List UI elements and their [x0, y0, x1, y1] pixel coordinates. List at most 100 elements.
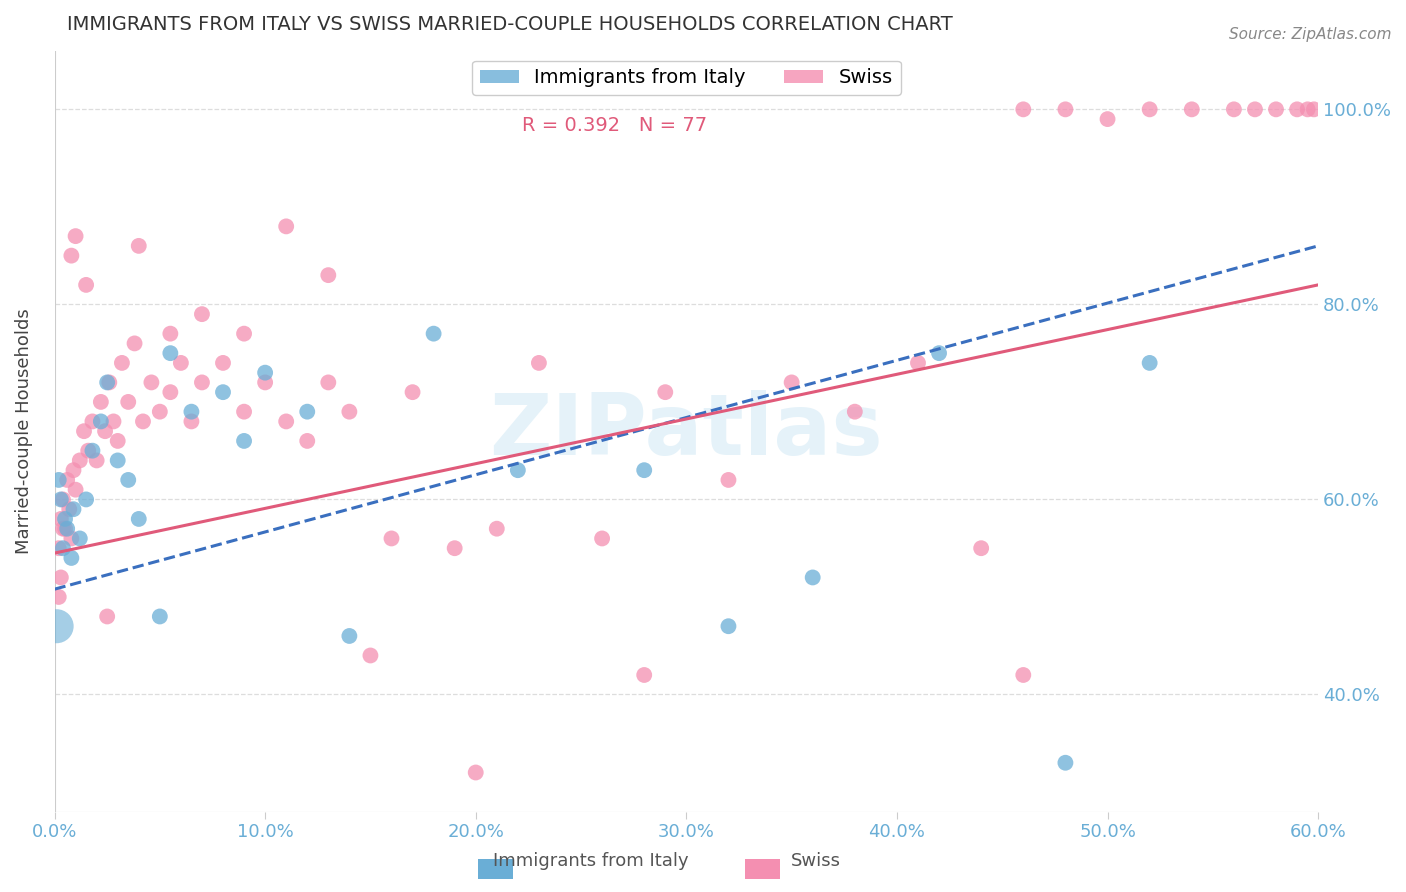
- Point: [124, 336, 146, 351]
- Text: Immigrants from Italy: Immigrants from Italy: [492, 852, 689, 870]
- Point: [49, 570, 72, 584]
- Point: [1296, 103, 1319, 117]
- Point: [506, 463, 529, 477]
- Point: [117, 395, 139, 409]
- Point: [77, 443, 100, 458]
- Point: [1286, 103, 1309, 117]
- Text: R = 0.392   N = 77: R = 0.392 N = 77: [522, 116, 707, 135]
- Point: [1139, 103, 1161, 117]
- Point: [56, 473, 79, 487]
- Point: [159, 385, 181, 400]
- Point: [464, 765, 486, 780]
- Point: [149, 609, 172, 624]
- Point: [60, 551, 83, 566]
- Point: [49, 492, 72, 507]
- Point: [73, 424, 96, 438]
- Point: [96, 376, 118, 390]
- Legend: Immigrants from Italy, Swiss: Immigrants from Italy, Swiss: [472, 61, 901, 95]
- Point: [380, 532, 402, 546]
- Point: [69, 532, 91, 546]
- Point: [90, 395, 112, 409]
- Point: [82, 443, 104, 458]
- Point: [717, 473, 740, 487]
- Point: [212, 356, 235, 370]
- Point: [48, 473, 70, 487]
- Point: [86, 453, 108, 467]
- Point: [359, 648, 381, 663]
- Point: [1139, 356, 1161, 370]
- Point: [801, 570, 824, 584]
- Point: [107, 453, 129, 467]
- Point: [1223, 103, 1246, 117]
- Point: [111, 356, 134, 370]
- Point: [422, 326, 444, 341]
- Point: [443, 541, 465, 556]
- Point: [117, 473, 139, 487]
- Point: [94, 424, 117, 438]
- Point: [1012, 668, 1035, 682]
- Point: [180, 405, 202, 419]
- Point: [62, 463, 84, 477]
- Text: IMMIGRANTS FROM ITALY VS SWISS MARRIED-COUPLE HOUSEHOLDS CORRELATION CHART: IMMIGRANTS FROM ITALY VS SWISS MARRIED-C…: [67, 15, 953, 34]
- Point: [65, 483, 87, 497]
- Point: [233, 434, 256, 448]
- Point: [96, 609, 118, 624]
- Text: ZIPatlas: ZIPatlas: [489, 390, 883, 473]
- Point: [62, 502, 84, 516]
- Text: Swiss: Swiss: [790, 852, 841, 870]
- Point: [1012, 103, 1035, 117]
- Point: [58, 502, 80, 516]
- Point: [233, 405, 256, 419]
- Point: [60, 249, 83, 263]
- Point: [53, 512, 76, 526]
- Point: [1303, 103, 1326, 117]
- Point: [591, 532, 613, 546]
- Point: [56, 522, 79, 536]
- Y-axis label: Married-couple Households: Married-couple Households: [15, 309, 32, 554]
- Point: [159, 326, 181, 341]
- Point: [276, 414, 298, 428]
- Point: [928, 346, 950, 360]
- Point: [75, 492, 97, 507]
- Point: [128, 239, 150, 253]
- Point: [254, 366, 277, 380]
- Point: [297, 405, 319, 419]
- Point: [52, 522, 75, 536]
- Point: [654, 385, 676, 400]
- Text: R = 0.364   N = 31: R = 0.364 N = 31: [522, 74, 707, 93]
- Point: [65, 229, 87, 244]
- Point: [170, 356, 193, 370]
- Point: [1054, 103, 1077, 117]
- Point: [159, 346, 181, 360]
- Point: [52, 492, 75, 507]
- Point: [180, 414, 202, 428]
- Point: [107, 434, 129, 448]
- Point: [337, 405, 360, 419]
- Point: [780, 376, 803, 390]
- Point: [633, 463, 655, 477]
- Point: [191, 376, 214, 390]
- Point: [69, 453, 91, 467]
- Text: Source: ZipAtlas.com: Source: ZipAtlas.com: [1229, 27, 1392, 42]
- Point: [98, 376, 121, 390]
- Point: [90, 414, 112, 428]
- Point: [276, 219, 298, 234]
- Point: [844, 405, 866, 419]
- Point: [212, 385, 235, 400]
- Point: [75, 277, 97, 292]
- Point: [128, 512, 150, 526]
- Point: [337, 629, 360, 643]
- Point: [82, 414, 104, 428]
- Point: [149, 405, 172, 419]
- Point: [485, 522, 508, 536]
- Point: [141, 376, 163, 390]
- Point: [907, 356, 929, 370]
- Point: [233, 326, 256, 341]
- Point: [49, 512, 72, 526]
- Point: [60, 532, 83, 546]
- Point: [103, 414, 125, 428]
- Point: [1181, 103, 1204, 117]
- Point: [45, 619, 67, 633]
- Point: [318, 376, 340, 390]
- Point: [318, 268, 340, 282]
